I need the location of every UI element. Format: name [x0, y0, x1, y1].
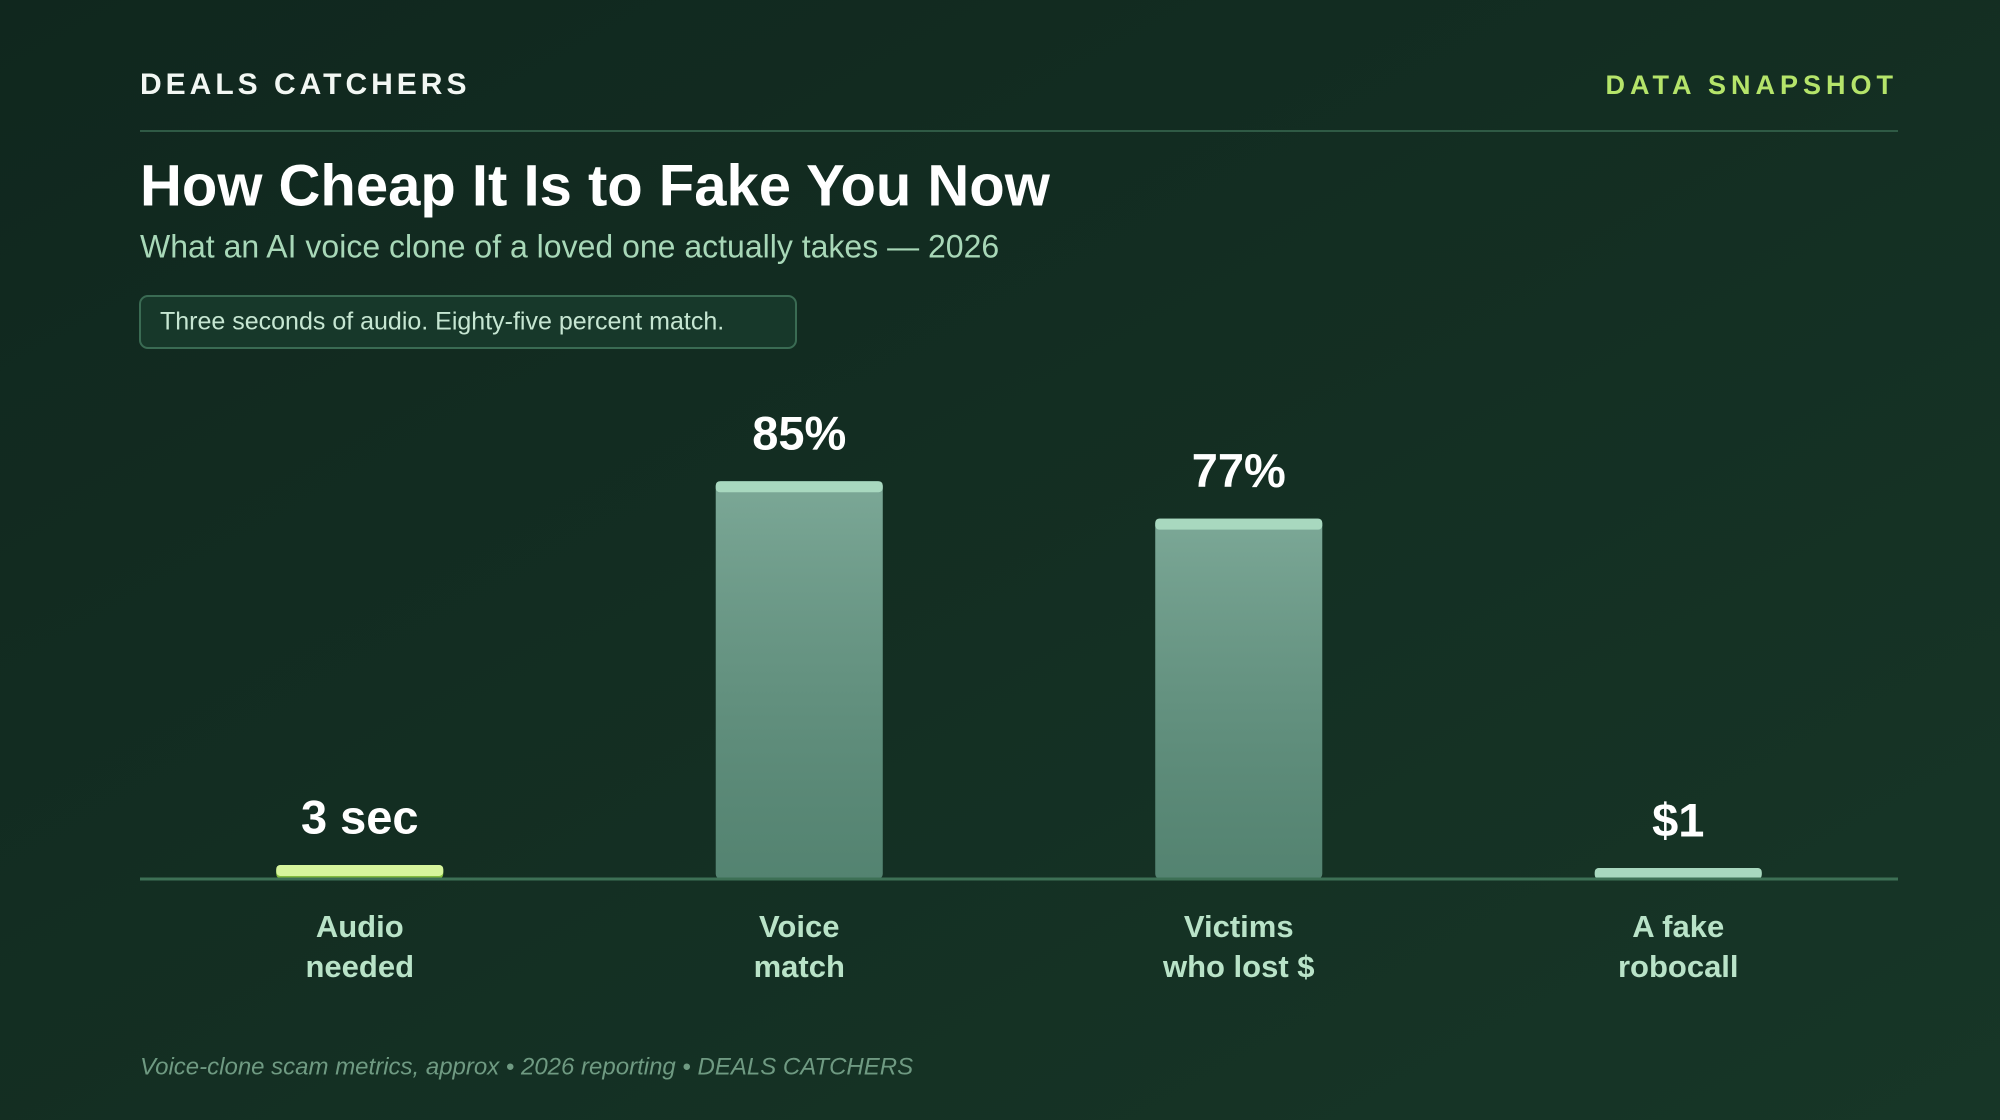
- x-tick-label: Voice match: [753, 909, 845, 984]
- tag: DATA SNAPSHOT: [1606, 70, 1899, 100]
- bar-cap: [1155, 518, 1323, 530]
- bar-cap: [276, 864, 444, 876]
- bar-cap: [1594, 868, 1762, 879]
- x-tick-label: Audio needed: [305, 909, 415, 984]
- value-label: 85%: [752, 407, 846, 460]
- annotation: Three seconds of audio. Eighty-five perc…: [160, 308, 724, 336]
- value-label: 3 sec: [301, 790, 419, 843]
- footer: Voice-clone scam metrics, approx • 2026 …: [140, 1053, 913, 1080]
- value-label: $1: [1652, 793, 1704, 846]
- x-tick-label: A fake robocall: [1617, 909, 1739, 984]
- chart-title: How Cheap It Is to Fake You Now: [140, 153, 1051, 218]
- subtitle: What an AI voice clone of a loved one ac…: [140, 228, 999, 264]
- value-label: 77%: [1192, 444, 1286, 497]
- brand: DEALS CATCHERS: [140, 68, 470, 101]
- bar-cap: [715, 481, 883, 493]
- annotation-box: [139, 295, 797, 349]
- bar-shade: [1155, 518, 1323, 879]
- bar-shade: [715, 481, 883, 879]
- x-tick-label: Victims who lost $: [1162, 909, 1315, 984]
